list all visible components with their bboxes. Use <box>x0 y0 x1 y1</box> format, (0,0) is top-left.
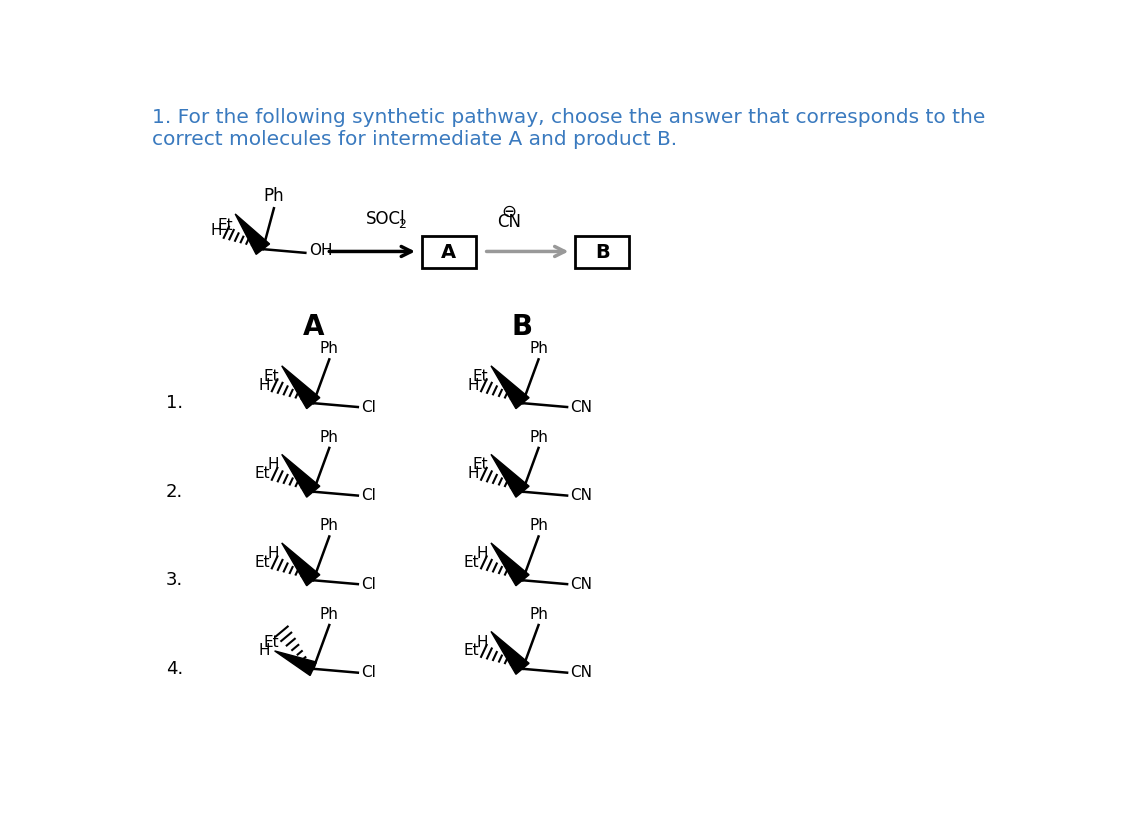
Text: 3.: 3. <box>166 571 183 589</box>
Polygon shape <box>491 455 529 497</box>
Text: B: B <box>512 313 533 341</box>
Polygon shape <box>491 631 529 674</box>
Text: Et: Et <box>473 369 488 384</box>
Text: OH: OH <box>309 243 332 258</box>
Text: 4.: 4. <box>166 660 183 678</box>
Text: Ph: Ph <box>320 430 339 445</box>
Text: Cl: Cl <box>361 665 376 680</box>
Text: CN: CN <box>570 577 593 592</box>
Text: CN: CN <box>497 214 522 232</box>
Text: 2.: 2. <box>166 483 183 501</box>
Text: 1.: 1. <box>166 394 183 412</box>
Text: SOCl: SOCl <box>365 210 405 229</box>
Text: H: H <box>267 458 279 473</box>
Text: H: H <box>476 634 488 649</box>
Text: CN: CN <box>570 488 593 503</box>
Polygon shape <box>235 214 270 254</box>
Text: H: H <box>476 546 488 561</box>
Text: Et: Et <box>464 555 480 570</box>
Bar <box>576 236 629 268</box>
Text: Cl: Cl <box>361 488 376 503</box>
Text: Cl: Cl <box>361 577 376 592</box>
Text: Ph: Ph <box>529 342 548 356</box>
Text: Ph: Ph <box>529 607 548 622</box>
Text: H: H <box>468 466 480 481</box>
Text: Ph: Ph <box>320 518 339 534</box>
Polygon shape <box>282 455 320 497</box>
Text: Ph: Ph <box>320 342 339 356</box>
Text: Ph: Ph <box>529 518 548 534</box>
Text: A: A <box>303 313 324 341</box>
Text: 2: 2 <box>399 219 407 232</box>
Text: H: H <box>468 378 480 393</box>
Text: Et: Et <box>263 369 279 384</box>
Text: correct molecules for intermediate A and product B.: correct molecules for intermediate A and… <box>152 130 677 148</box>
Text: Cl: Cl <box>361 399 376 414</box>
Text: H: H <box>258 378 270 393</box>
Text: Et: Et <box>464 644 480 658</box>
Text: H: H <box>267 546 279 561</box>
Text: Et: Et <box>255 466 270 481</box>
Text: Ph: Ph <box>320 607 339 622</box>
Polygon shape <box>282 543 320 586</box>
Text: Et: Et <box>473 458 488 473</box>
Bar <box>421 236 476 268</box>
Polygon shape <box>282 365 320 408</box>
Polygon shape <box>491 365 529 408</box>
Text: B: B <box>595 243 610 262</box>
Text: Et: Et <box>255 555 270 570</box>
Text: Et: Et <box>217 218 233 233</box>
Text: 1. For the following synthetic pathway, choose the answer that corresponds to th: 1. For the following synthetic pathway, … <box>152 108 986 127</box>
Text: CN: CN <box>570 665 593 680</box>
Text: Ph: Ph <box>264 187 284 205</box>
Text: ⊖: ⊖ <box>501 203 517 220</box>
Polygon shape <box>274 651 316 676</box>
Polygon shape <box>491 543 529 586</box>
Text: H: H <box>258 644 270 658</box>
Text: CN: CN <box>570 399 593 414</box>
Text: Et: Et <box>263 634 279 649</box>
Text: Ph: Ph <box>529 430 548 445</box>
Text: H: H <box>211 224 223 238</box>
Text: A: A <box>441 243 457 262</box>
